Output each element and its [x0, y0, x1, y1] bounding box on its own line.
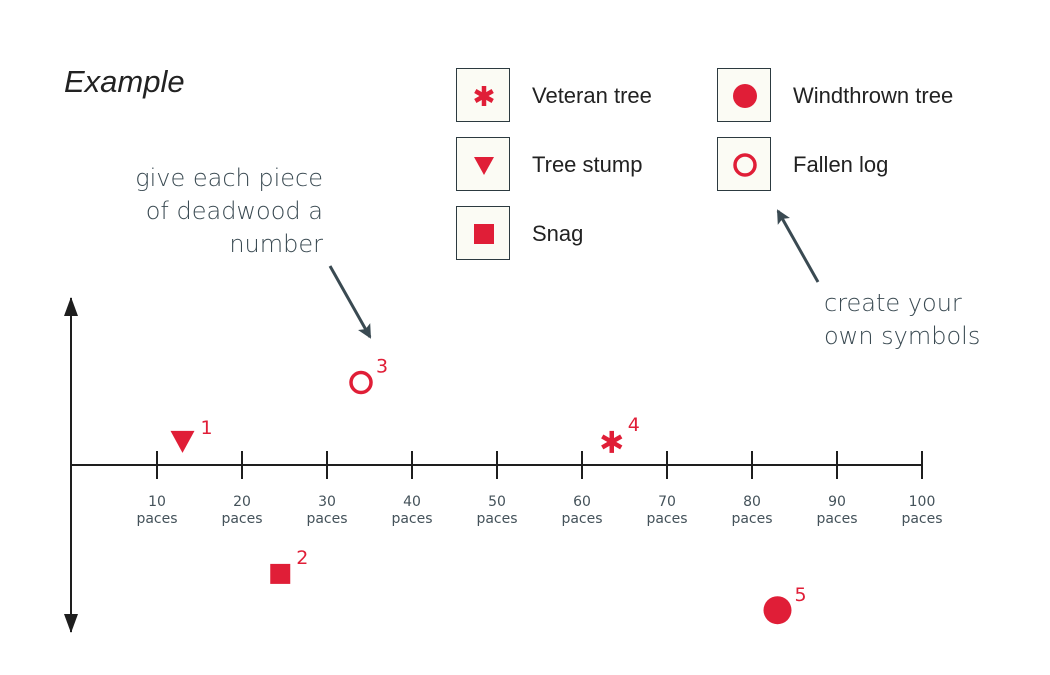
legend-item-fallen-log [717, 137, 771, 191]
square-marker [270, 563, 291, 584]
axis-arrow-down [64, 614, 78, 633]
deadwood-point-2: 2 [270, 547, 308, 584]
open-circle-icon [733, 153, 757, 177]
note-line: of deadwood a [145, 197, 323, 225]
legend-label-snag: Snag [532, 221, 584, 246]
x-tick-label: 50 [488, 494, 506, 510]
note-line: number [229, 230, 323, 258]
note-line: give each piece [135, 164, 323, 192]
x-tick-unit: paces [901, 511, 942, 527]
legend-label-tree-stump: Tree stump [532, 152, 643, 177]
x-tick-label: 40 [403, 494, 421, 510]
open-circle-marker [349, 370, 373, 395]
asterisk-marker [601, 430, 623, 453]
legend-item-windthrown-tree [717, 68, 771, 122]
x-tick-unit: paces [221, 511, 262, 527]
legend-item-snag [456, 206, 510, 260]
legend-label-veteran-tree: Veteran tree [532, 83, 652, 108]
x-tick-unit: paces [476, 511, 517, 527]
x-tick-unit: paces [136, 511, 177, 527]
x-tick-unit: paces [731, 511, 772, 527]
note-line: create your [824, 289, 962, 317]
point-number-label: 4 [628, 414, 640, 436]
deadwood-point-1: 1 [170, 417, 213, 453]
triangle-marker [170, 430, 195, 453]
deadwood-point-3: 3 [349, 356, 388, 395]
x-tick-label: 80 [743, 494, 761, 510]
point-number-label: 5 [795, 584, 807, 606]
note-line: own symbols [824, 322, 981, 350]
asterisk-icon [474, 86, 494, 106]
x-tick-label: 100 [909, 494, 936, 510]
note-arrow [776, 209, 820, 283]
legend-label-windthrown-tree: Windthrown tree [793, 83, 954, 108]
x-tick-label: 60 [573, 494, 591, 510]
legend-item-tree-stump [456, 137, 510, 191]
x-tick-label: 90 [828, 494, 846, 510]
deadwood-point-5: 5 [763, 584, 807, 625]
x-tick-unit: paces [646, 511, 687, 527]
x-tick-unit: paces [816, 511, 857, 527]
note-number-deadwood: give each piece of deadwood a number [135, 162, 323, 261]
x-tick-unit: paces [306, 511, 347, 527]
x-tick-label: 20 [233, 494, 251, 510]
note-create-symbols: create your own symbols [824, 287, 980, 353]
x-tick-label: 30 [318, 494, 336, 510]
note-arrow [328, 265, 372, 339]
legend-item-veteran-tree [456, 68, 510, 122]
point-number-label: 1 [201, 417, 213, 439]
square-icon [474, 224, 494, 244]
deadwood-point-4: 4 [601, 414, 640, 453]
triangle-icon [474, 157, 494, 175]
x-tick-label: 70 [658, 494, 676, 510]
axis-arrow-up [64, 297, 78, 316]
page-title: Example [64, 64, 185, 99]
x-tick-unit: paces [391, 511, 432, 527]
x-tick-unit: paces [561, 511, 602, 527]
legend-label-fallen-log: Fallen log [793, 152, 889, 177]
x-tick-label: 10 [148, 494, 166, 510]
filled-circle-icon [733, 84, 757, 108]
point-number-label: 3 [376, 356, 388, 378]
point-number-label: 2 [296, 547, 308, 569]
filled-circle-marker [763, 596, 792, 625]
